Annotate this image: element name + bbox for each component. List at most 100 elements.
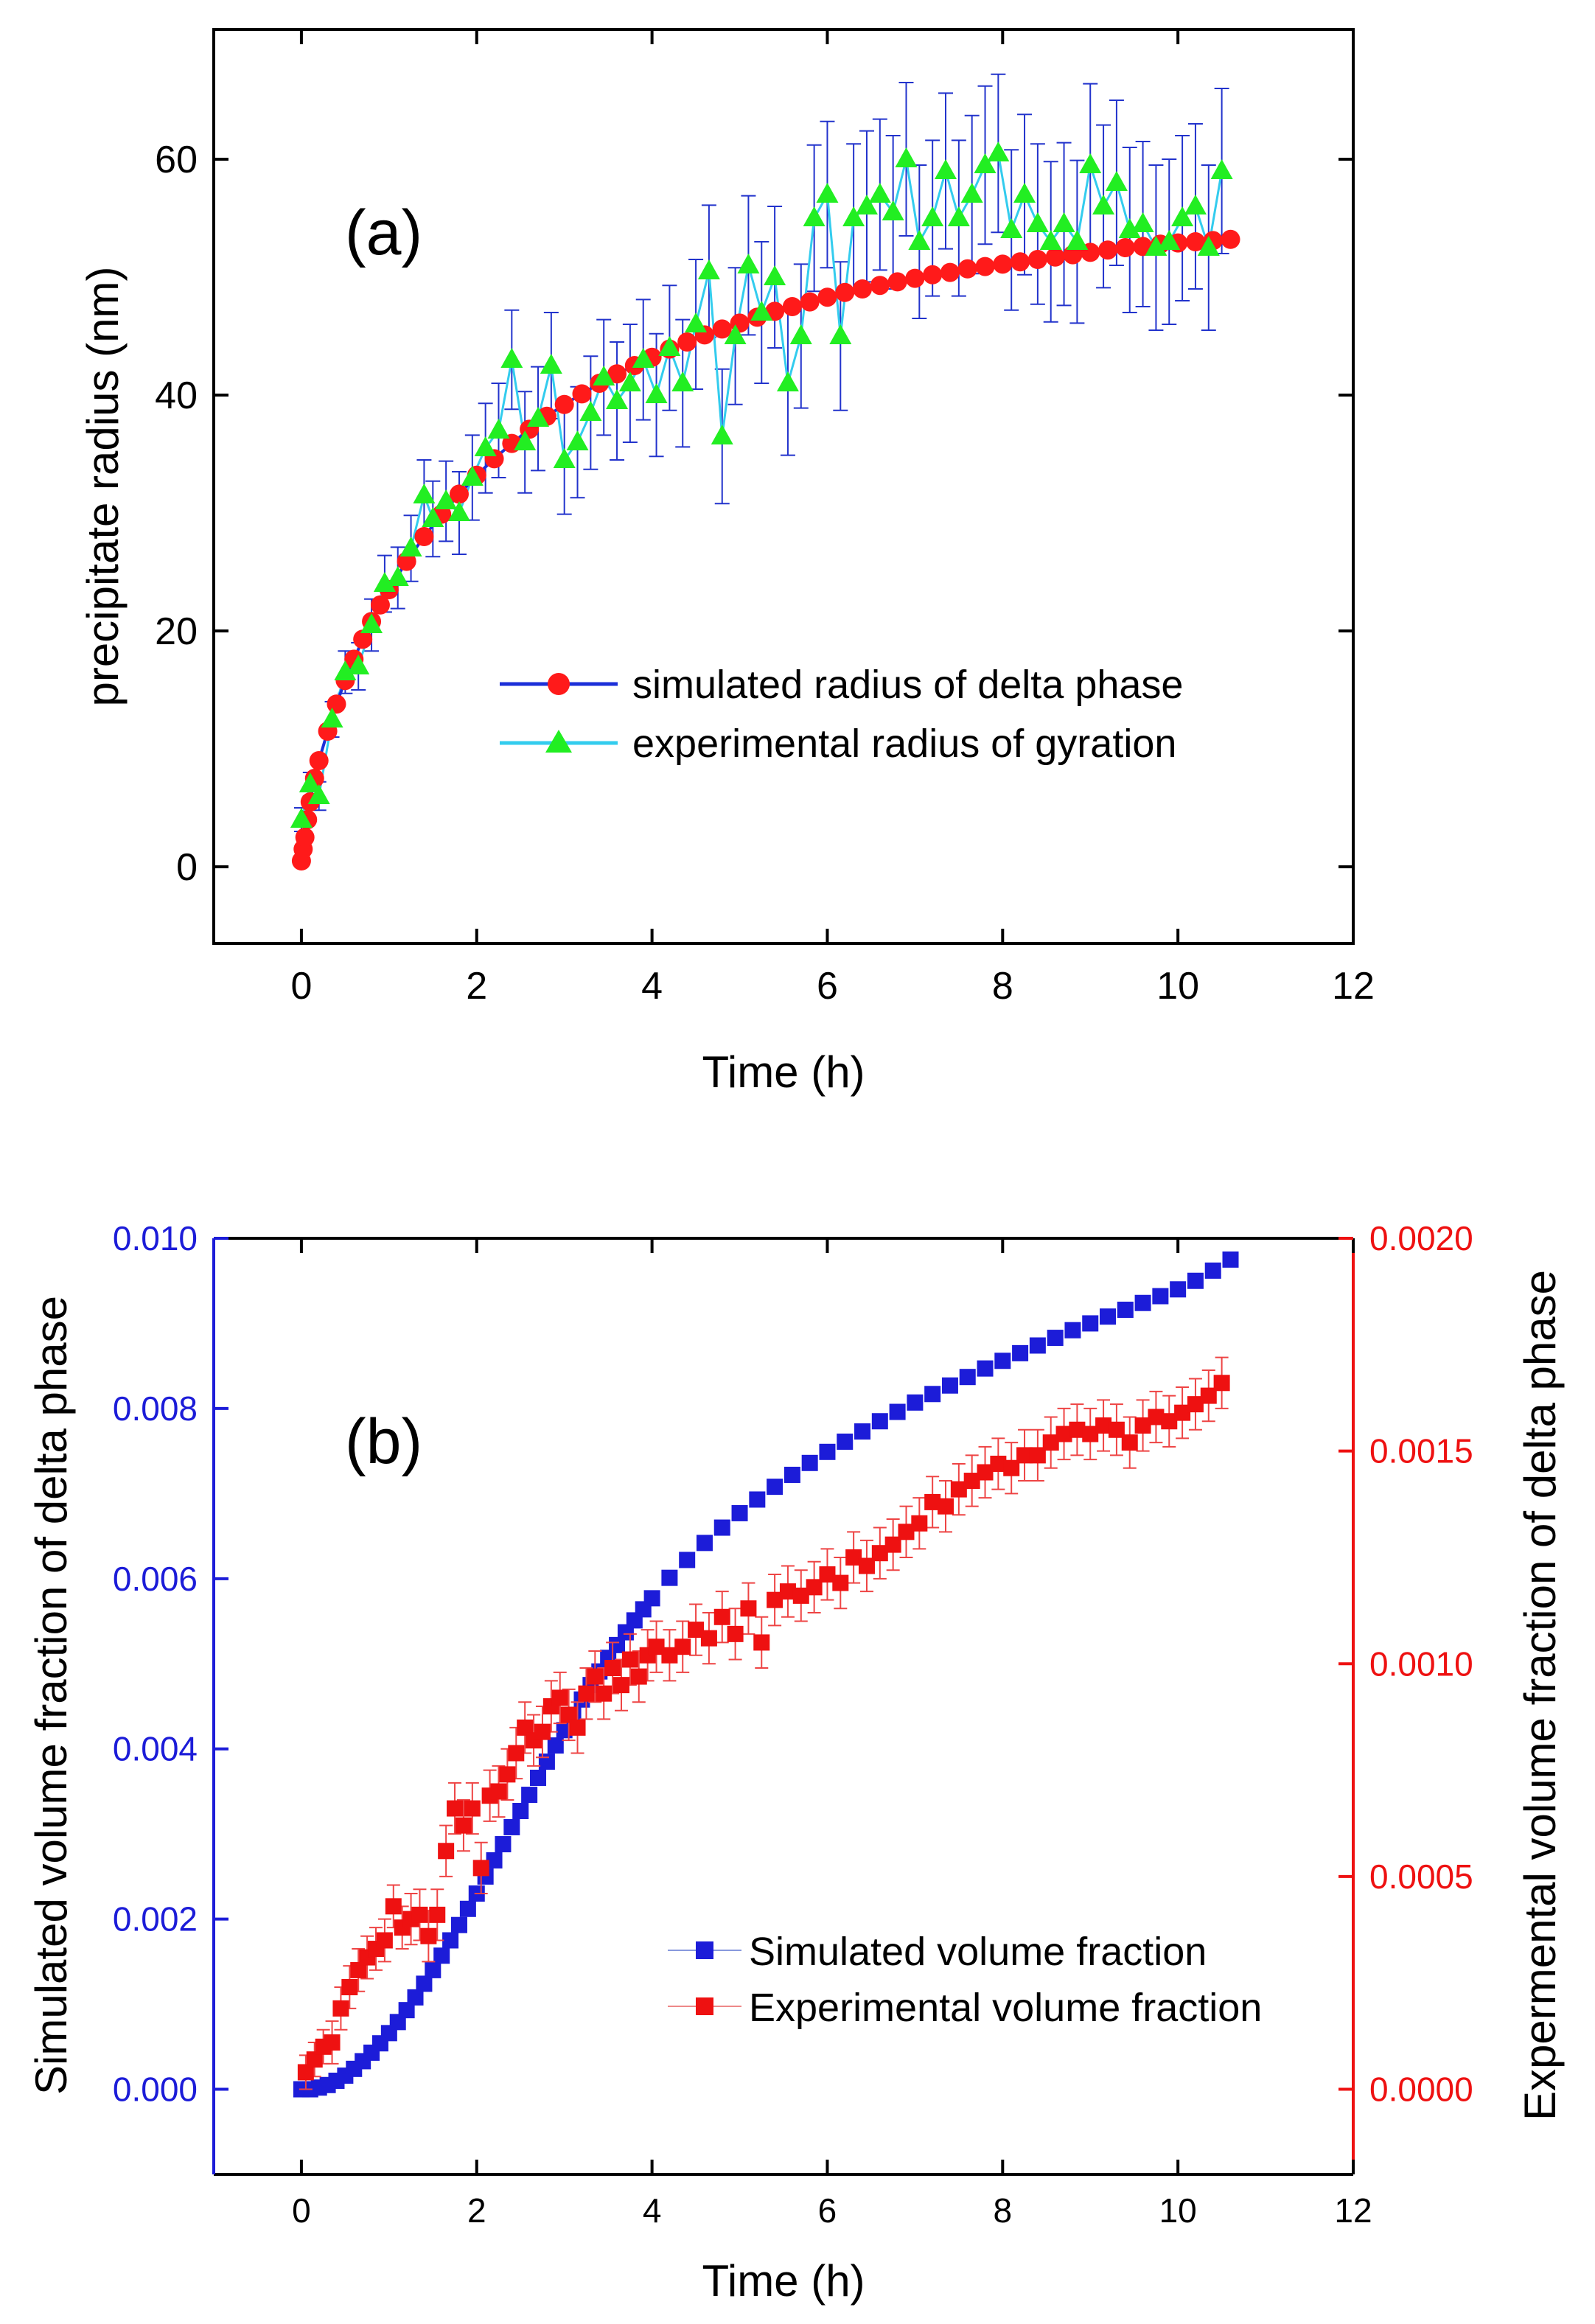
panel-a-x-tick-label: 2: [466, 965, 487, 1008]
panel-b-experimental-point: [661, 1647, 678, 1664]
panel-a-experimental-point: [803, 206, 826, 226]
panel-a-experimental-point: [789, 324, 812, 344]
legend-a-marker-experimental: [545, 730, 572, 753]
legend-a-marker-simulated: [548, 673, 570, 695]
panel-b-simulated-point: [941, 1377, 958, 1394]
panel-b-simulated-point: [530, 1769, 547, 1786]
panel-a-simulated-point: [817, 287, 837, 307]
panel-a-experimental-point: [724, 324, 747, 344]
panel-a-experimental-point: [895, 147, 918, 167]
panel-a-simulated-point: [782, 297, 802, 316]
panel-a-simulated-point: [1185, 232, 1205, 251]
panel-b-ticks: 0 2 4 6 8 10 12 0.000 0.002 0.004 0.006 0.008 0.010 0…: [113, 1219, 1473, 2230]
panel-a-x-tick-label: 12: [1332, 965, 1375, 1008]
panel-b-experimental-point: [858, 1557, 875, 1574]
panel-b-experimental-point: [596, 1685, 612, 1702]
panel-b-experimental-point: [341, 1979, 358, 1995]
panel-b-experimental-point: [1029, 1447, 1046, 1464]
panel-b-experimental-point: [1200, 1387, 1217, 1404]
panel-a-x-tick-label: 6: [817, 965, 838, 1008]
panel-a-simulated-point: [905, 268, 925, 288]
panel-a-simulated-point: [1115, 238, 1135, 257]
panel-b-simulated-point: [1187, 1272, 1204, 1289]
panel-b-right-axis-title: Expermental volume fraction of delta pha…: [1515, 1270, 1565, 2121]
panel-b-left-axis-title: Simulated volume fraction of delta phase: [27, 1296, 76, 2095]
panel-b-experimental-point: [924, 1493, 941, 1510]
panel-b-experimental-point: [385, 1898, 402, 1915]
panel-a-simulated-point: [449, 484, 469, 504]
panel-a-simulated-point: [1063, 245, 1083, 265]
panel-a-experimental-point: [618, 371, 641, 391]
panel-b-x-tick-label: 6: [818, 2191, 837, 2230]
panel-b-experimental-point: [977, 1464, 994, 1481]
panel-a-experimental-point: [1184, 195, 1207, 214]
panel-b-simulated-point: [521, 1787, 538, 1804]
panel-b-simulated-point: [486, 1852, 503, 1868]
panel-b-experimental-point: [806, 1579, 823, 1596]
panel-a-experimental-point: [921, 206, 944, 226]
panel-b-simulated-point: [1082, 1315, 1099, 1332]
panel-b-experimental-point: [508, 1745, 525, 1762]
panel-a-experimental-point: [645, 383, 668, 403]
panel-a-experimental-point: [553, 448, 576, 468]
panel-b-x-tick-label: 2: [467, 2191, 486, 2230]
panel-b-experimental-point: [1121, 1434, 1138, 1451]
panel-b-experimental-point: [1095, 1417, 1112, 1434]
panel-a-experimental-point: [422, 507, 444, 527]
panel-b-x-tick-label: 12: [1334, 2191, 1372, 2230]
panel-b-label: (b): [345, 1406, 422, 1477]
panel-a-simulated-point: [993, 254, 1013, 274]
panel-a-y-tick-label: 0: [176, 846, 198, 889]
panel-a-simulated-point: [397, 551, 416, 571]
panel-a-simulated-point: [572, 384, 592, 404]
panel-b-experimental-point: [938, 1498, 954, 1515]
legend-b-label-simulated: Simulated volume fraction: [749, 1930, 1207, 1974]
panel-a-y-tick-label: 40: [155, 374, 198, 417]
panel-a-y-tick-label: 60: [155, 139, 198, 181]
panel-b-simulated-point: [442, 1932, 459, 1949]
panel-b-experimental-point: [1016, 1447, 1033, 1464]
panel-b-experimental-point: [420, 1927, 437, 1944]
panel-b-simulated-point: [749, 1491, 766, 1508]
panel-a-experimental-point: [1158, 230, 1181, 250]
panel-b-experimental-point: [297, 2064, 314, 2081]
panel-b-simulated-point: [713, 1519, 730, 1536]
panel-a-plot-frame: [212, 28, 1355, 945]
panel-b-experimental-point: [832, 1574, 849, 1591]
panel-b-right-tick-label: 0.0015: [1369, 1432, 1473, 1470]
panel-a-experimental-point: [960, 183, 983, 203]
panel-a-experimental-point: [1145, 236, 1168, 256]
panel-b-simulated-point: [661, 1569, 678, 1586]
panel-b-experimental-point: [455, 1817, 472, 1834]
panel-a-simulated-point: [887, 272, 907, 292]
panel-b-simulated-point: [538, 1754, 555, 1770]
panel-b-experimental-point: [1082, 1426, 1099, 1442]
panel-a-experimental-point: [1105, 171, 1128, 191]
panel-b-experimental-point: [306, 2051, 323, 2068]
panel-a-simulated-point: [414, 527, 434, 546]
panel-b-experimental-point: [604, 1660, 621, 1677]
panel-a-experimental-point: [566, 430, 589, 450]
panel-b-experimental-point: [350, 1961, 367, 1978]
panel-a-experimental-point: [447, 501, 470, 521]
panel-a-experimental-point: [399, 537, 422, 556]
panel-b-experimental-point: [1174, 1404, 1191, 1421]
panel-b-simulated-point: [767, 1479, 783, 1496]
panel-a-x-tick-label: 0: [290, 965, 312, 1008]
panel-a-experimental-point: [987, 142, 1010, 161]
panel-b-experimental-point: [648, 1639, 665, 1655]
panel-b-experimental-point: [324, 2034, 341, 2051]
panel-b-simulated-point: [679, 1552, 696, 1568]
legend-b-label-experimental: Experimental volume fraction: [749, 1986, 1262, 2030]
panel-b-left-tick-label: 0.000: [113, 2070, 198, 2109]
panel-b-simulated-point: [1222, 1251, 1239, 1268]
panel-b-experimental-point: [688, 1622, 705, 1639]
panel-b-experimental-point: [990, 1455, 1007, 1472]
legend-b-marker-simulated: [696, 1941, 713, 1959]
panel-a-simulated-point: [800, 292, 820, 312]
panel-b-experimental-point: [464, 1800, 481, 1817]
panel-a-simulated-point: [957, 259, 977, 279]
panel-a-experimental-point: [299, 772, 321, 792]
panel-a-experimental-point: [1131, 212, 1154, 232]
panel-b-left-tick-label: 0.008: [113, 1389, 198, 1428]
